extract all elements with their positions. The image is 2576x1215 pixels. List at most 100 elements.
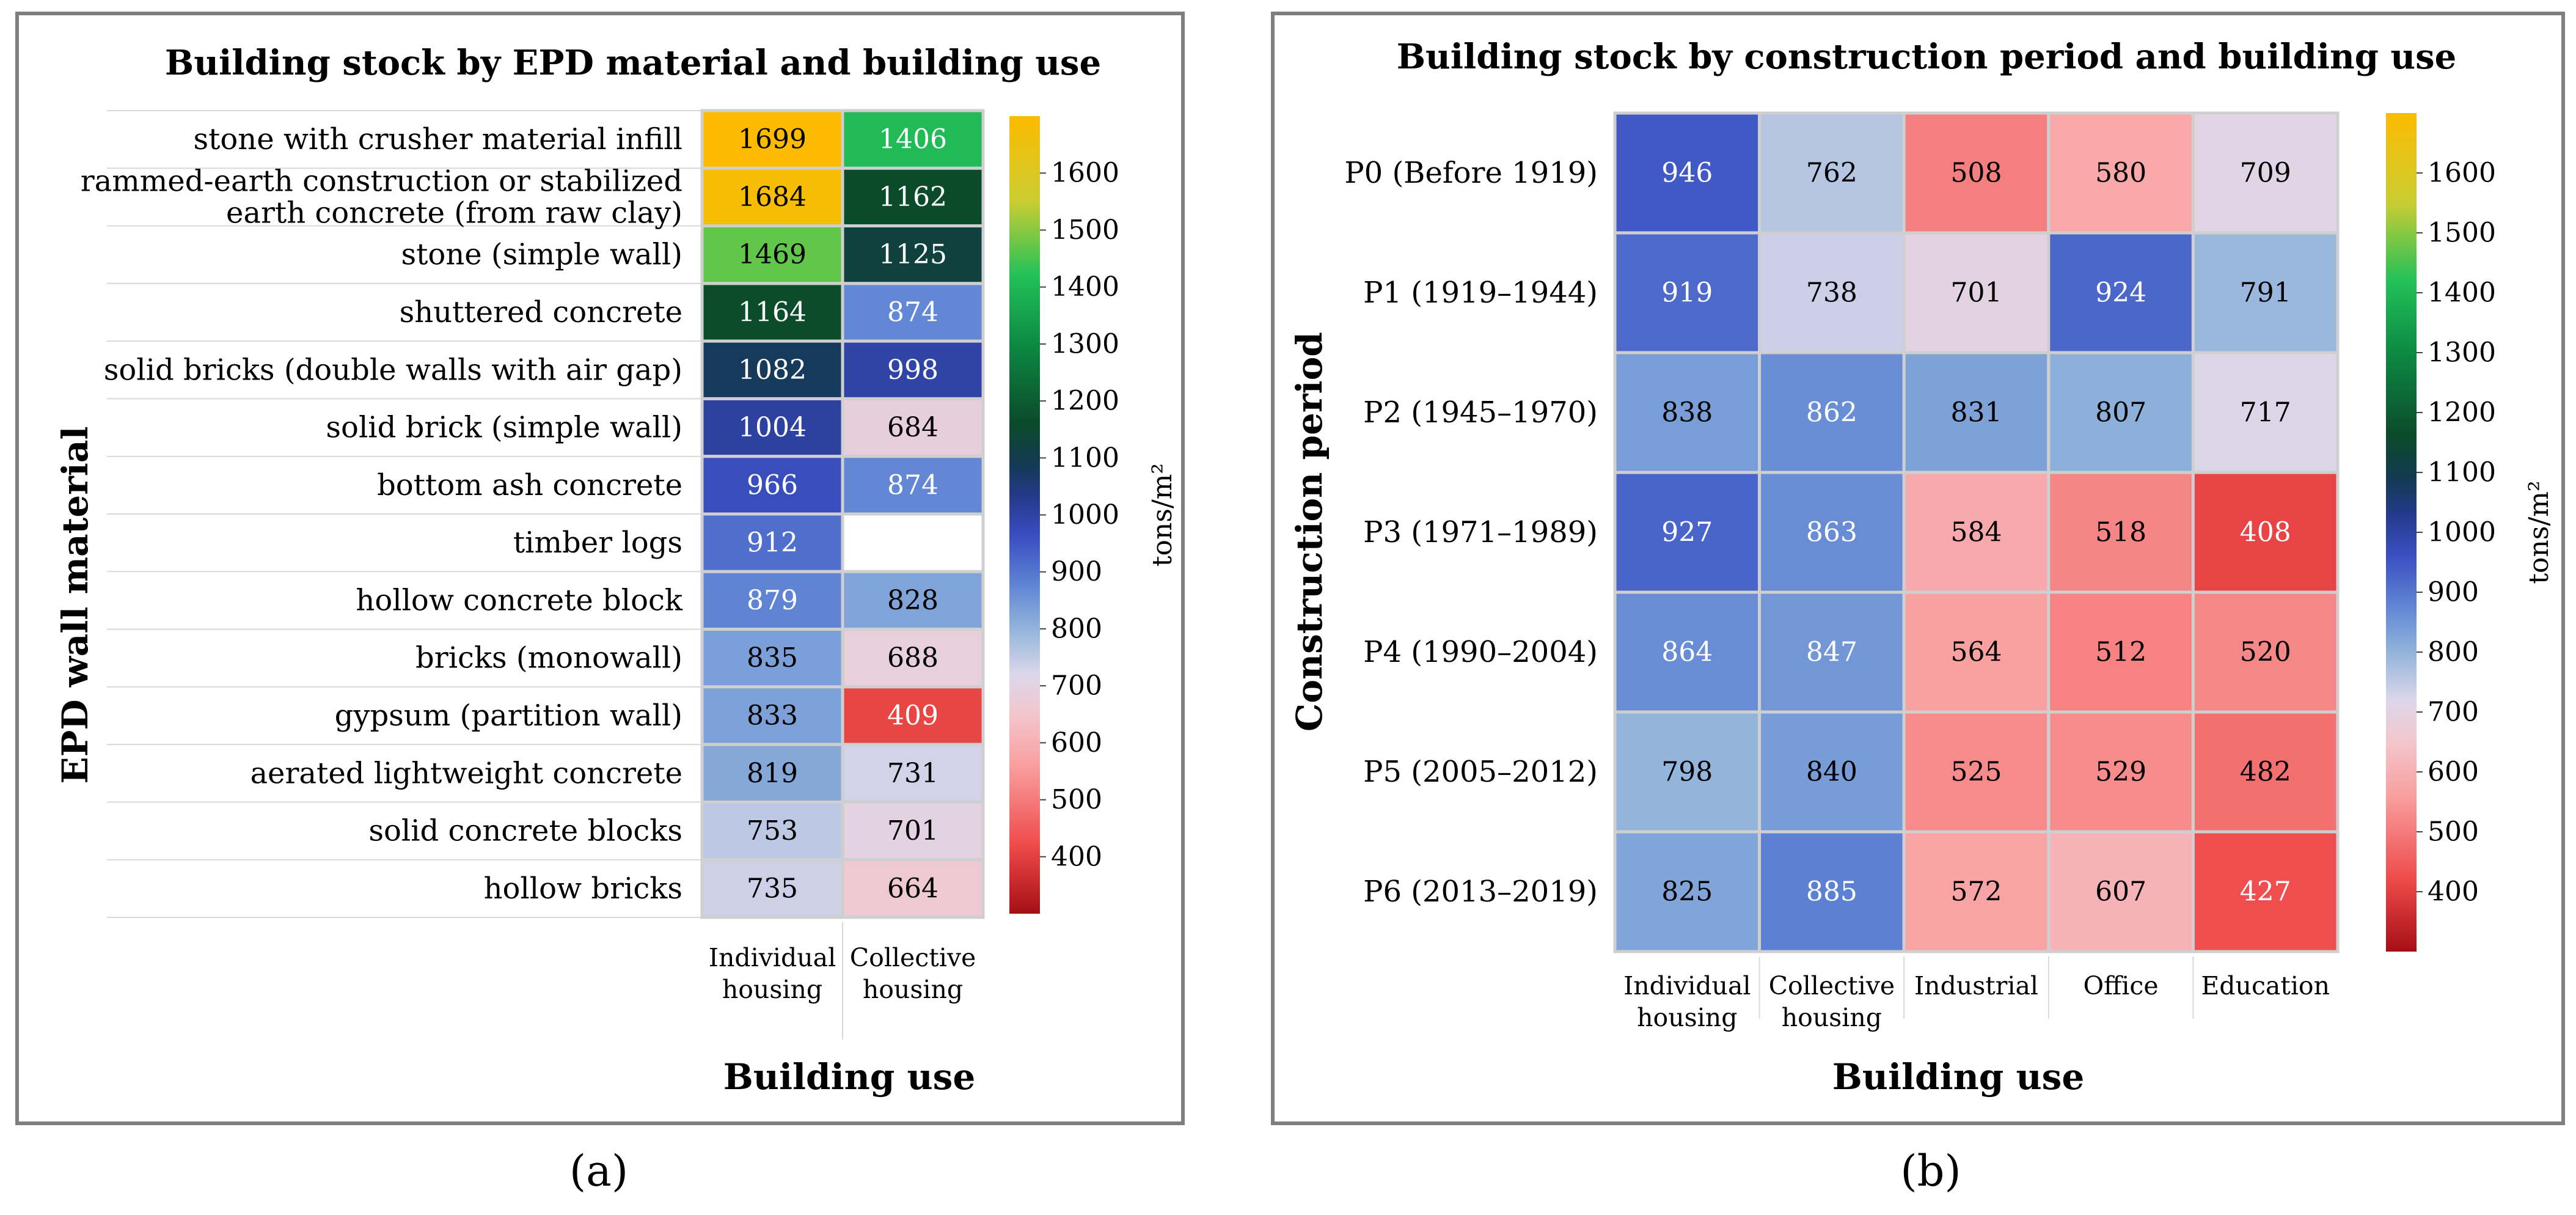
colorbar-tick-label: 1500 [2428,218,2496,249]
cell-value: 409 [887,700,939,732]
heatmap-cell [1613,351,1762,474]
heatmap-cell [1758,590,1906,714]
colorbar-tick-label: 700 [2428,697,2479,728]
panel-a-xlabel: Building use [723,1056,976,1098]
cell-value: 885 [1806,876,1857,908]
cell-value: 919 [1661,277,1713,309]
panel-b-column-labels: Individual housing Collective housing Indust… [1623,956,2330,1032]
cell-value: 798 [1661,757,1713,788]
panel-b-row-labels: P0 (Before 1919) P1 (1919–1944) P2 (1945–1… [1344,156,1598,909]
cell-value: 1082 [738,354,807,386]
cell-value: 427 [2240,876,2291,908]
cell-value: 520 [2240,637,2291,668]
row-label: shuttered concrete [400,295,682,329]
row-label: timber logs [513,526,682,560]
colorbar-label: tons/m² [2523,480,2555,584]
heatmap-cell [700,224,844,285]
colorbar-tick-label: 900 [2428,577,2479,608]
panel-b: Building stock by construction period an… [1271,12,2565,1125]
colorbar-tick-label: 1200 [1051,386,1119,417]
cell-value: 529 [2095,757,2146,788]
row-label: P0 (Before 1919) [1344,156,1598,190]
panel-b-colorbar: 400 500 600 700 800 900 1000 1100 1200 1300 1400 15… [2386,113,2555,952]
heatmap-cell [1613,830,1762,953]
heatmap-cell [841,685,985,746]
cell-value: 735 [747,873,798,904]
cell-value: 518 [2095,517,2146,548]
colorbar-tick-label: 600 [1051,727,1102,758]
colorbar-tick-label: 500 [1051,784,1102,815]
heatmap-cell [1902,351,2051,474]
cell-value: 840 [1806,757,1857,788]
row-label: bricks (monowall) [415,641,682,675]
heatmap-cell [1758,351,1906,474]
colorbar-tick-label: 1200 [2428,397,2496,428]
row-label: hollow concrete block [356,583,683,617]
colorbar-tick-label: 900 [1051,556,1102,587]
panel-a-cells: 1699 1406 1684 1162 1469 1125 1164 874 1082 998 10… [700,109,985,919]
heatmap-cell [1613,111,1762,235]
heatmap-cell [700,743,844,804]
cell-value: 864 [1661,637,1713,668]
row-label: solid brick (simple wall) [326,411,682,445]
cell-value: 1162 [879,182,947,213]
cell-value: 1125 [879,239,947,270]
colorbar-tick-label: 1100 [2428,457,2496,488]
colorbar-tick-label: 400 [2428,876,2479,908]
cell-value: 1699 [738,124,807,155]
heatmap-cell [1758,830,1906,953]
heatmap-cell [841,397,985,458]
heatmap-cell [841,455,985,516]
heatmap-cell [841,166,985,228]
colorbar-tick-label: 400 [1051,841,1102,872]
panel-a-colorbar: 400 500 600 700 800 900 1000 1100 1200 1300 1400 15… [1009,116,1178,914]
column-label: Industrial [1914,971,2038,1000]
cell-value: 998 [887,354,939,386]
cell-value: 580 [2095,158,2146,189]
panel-a-label: (a) [569,1146,628,1196]
heatmap-cell [2191,830,2340,953]
row-label: aerated lightweight concrete [250,756,682,790]
cell-value: 874 [887,297,939,328]
cell-value: 819 [747,758,798,789]
row-label: P3 (1971–1989) [1363,515,1598,549]
heatmap-cell [1902,830,2051,953]
panel-a-title: Building stock by EPD material and build… [165,43,1101,83]
heatmap-cell [841,743,985,804]
row-label: gypsum (partition wall) [335,699,682,733]
row-label: rammed-earth construction or stabilized e… [81,164,682,230]
colorbar-tick-label: 1000 [2428,517,2496,548]
cell-value: 1406 [879,124,947,155]
row-label: P6 (2013–2019) [1363,875,1598,909]
heatmap-cell [700,109,844,170]
cell-value: 1004 [738,412,807,443]
heatmap-cell [2047,710,2195,834]
heatmap-cell [2191,231,2340,354]
column-label: Office [2084,971,2159,1000]
panel-a: Building stock by EPD material and build… [15,12,1185,1125]
cell-value: 874 [887,469,939,501]
cell-value: 664 [887,873,939,904]
panel-b-cells: 946 762 508 580 709 919 738 701 924 791 838 862 831 8… [1613,111,2340,953]
colorbar-tick-label: 600 [2428,757,2479,788]
colorbar-tick-label: 1400 [2428,277,2496,309]
cell-value: 966 [747,469,798,501]
cell-value: 1164 [738,297,807,328]
heatmap-cell [841,109,985,170]
cell-value: 584 [1951,517,2002,548]
cell-value: 862 [1806,397,1857,428]
cell-value: 847 [1806,637,1857,668]
row-label: hollow bricks [484,872,682,906]
cell-value: 482 [2240,757,2291,788]
colorbar-tick-label: 1300 [1051,328,1119,359]
panel-a-row-labels: stone with crusher material infill rammed… [81,110,702,918]
cell-value: 1469 [738,239,807,270]
heatmap-cell [700,858,844,919]
row-label: stone with crusher material infill [193,122,682,156]
colorbar-tick-label: 1100 [1051,442,1119,474]
row-label: solid bricks (double walls with air gap) [104,353,682,387]
heatmap-cell [700,685,844,746]
colorbar-tick-label: 1600 [2428,158,2496,189]
cell-value: 508 [1951,158,2002,189]
